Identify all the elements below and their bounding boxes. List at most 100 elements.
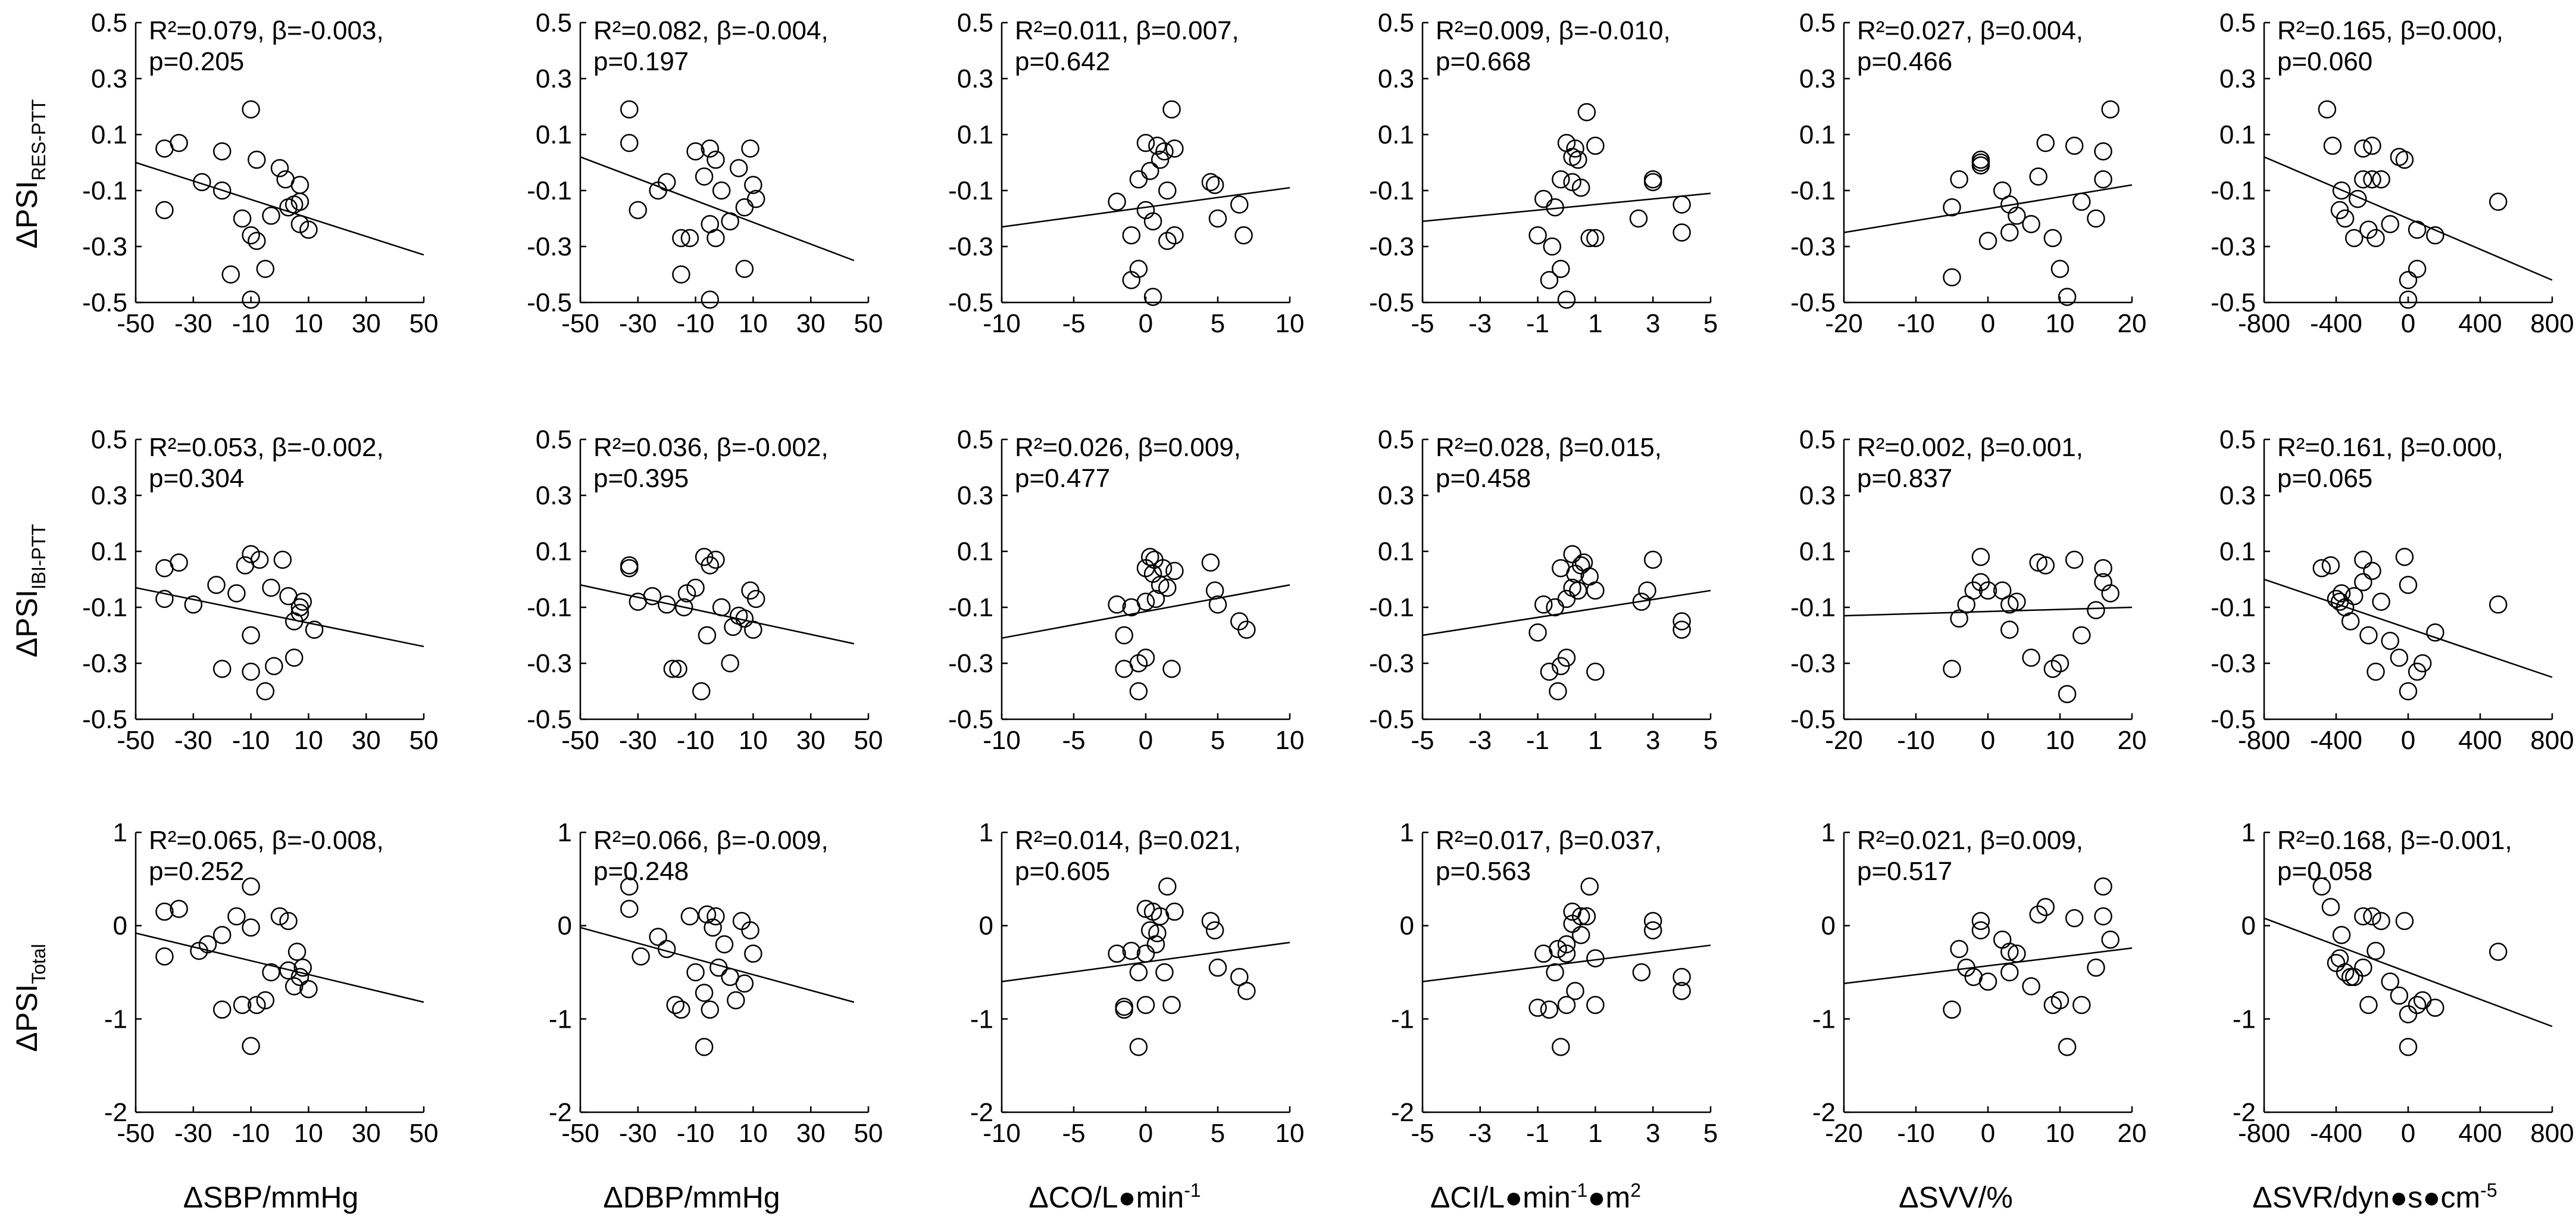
panel-r3-c2: -50 -30 -10 10 30 50-2-101 R²=0.066, β=-0.009,… xyxy=(549,818,883,1148)
x-tick-label: 3 xyxy=(1646,726,1660,755)
scatter-point xyxy=(170,900,188,918)
x-tick-label: 10 xyxy=(2046,309,2075,338)
scatter-point xyxy=(2354,907,2372,926)
stat-annotation-line2: p=0.058 xyxy=(2277,857,2372,886)
scatter-point xyxy=(1146,589,1165,609)
scatter-point xyxy=(227,584,246,603)
x-tick-label: 50 xyxy=(854,309,883,338)
scatter-point xyxy=(1632,592,1651,611)
scatter-point xyxy=(632,947,650,966)
scatter-point xyxy=(1148,923,1167,943)
scatter-point xyxy=(1165,226,1184,245)
y-tick-label: 0 xyxy=(113,912,127,941)
y-tick-label: 0.1 xyxy=(957,120,993,149)
scatter-point xyxy=(2050,260,2069,278)
x-tick-label: 30 xyxy=(796,726,826,755)
x-tick-label: 50 xyxy=(409,726,439,755)
scatter-point xyxy=(1136,900,1155,918)
scatter-point xyxy=(1557,291,1576,309)
scatter-point xyxy=(620,100,639,118)
scatter-point xyxy=(1208,209,1227,228)
x-tick-label: 10 xyxy=(294,309,323,338)
scatter-point xyxy=(1672,620,1691,639)
scatter-point xyxy=(686,963,705,982)
scatter-point xyxy=(2327,954,2346,972)
scatter-point xyxy=(735,198,754,217)
scatter-point xyxy=(1136,648,1155,667)
scatter-point xyxy=(674,598,693,617)
scatter-point xyxy=(746,589,765,609)
panel-r1-c6: -800 -400 0 400 800 -0.5 -0.3 -0.1 0.1 0.3 0.5 R²=0… xyxy=(2211,8,2574,338)
y-tick-label: -0.5 xyxy=(1369,705,1414,734)
scatter-point xyxy=(2323,136,2342,155)
y-tick-label: -0.1 xyxy=(1369,176,1414,205)
stat-annotation-line2: p=0.477 xyxy=(1015,464,1110,493)
x-tick-label: 10 xyxy=(2046,726,2075,755)
scatter-point xyxy=(2058,288,2077,306)
scatter-point xyxy=(270,159,289,177)
y-tick-label: 0.1 xyxy=(536,537,572,566)
scatter-point xyxy=(1971,912,1990,931)
scatter-point xyxy=(2327,589,2346,609)
y-tick-label: 0.1 xyxy=(2219,120,2256,149)
x-tick-label: 10 xyxy=(294,726,323,755)
y-tick-label: 0.1 xyxy=(1799,120,1836,149)
scatter-point xyxy=(170,133,188,152)
y-tick-label: -1 xyxy=(1812,1004,1836,1034)
scatter-point xyxy=(2426,999,2444,1017)
scatter-point xyxy=(2413,654,2432,673)
y-tick-label: -0.1 xyxy=(948,176,993,205)
scatter-point xyxy=(1534,595,1553,614)
panel-r1-c3: -10 -5 0 5 10 -0.5 -0.3 -0.1 0.1 0.3 0.5 R²=0.011, … xyxy=(948,8,1304,338)
scatter-point xyxy=(732,912,751,931)
scatter-point xyxy=(1201,912,1220,931)
scatter-point xyxy=(2000,943,2019,961)
scatter-point xyxy=(680,229,699,248)
scatter-point xyxy=(1122,226,1141,245)
scatter-point xyxy=(704,918,722,937)
scatter-point xyxy=(1571,179,1590,197)
scatter-point xyxy=(695,984,714,1002)
panel-r2-c5: -20 -10 0 10 20 -0.5 -0.3 -0.1 0.1 0.3 0.5 R²=0.002… xyxy=(1790,425,2146,755)
scatter-point xyxy=(709,958,728,977)
scatter-point xyxy=(1643,912,1662,931)
y-tick-label: 0.5 xyxy=(957,8,993,38)
scatter-point xyxy=(1528,226,1547,245)
x-tick-label: -800 xyxy=(2238,1119,2290,1148)
scatter-point xyxy=(212,142,232,161)
scatter-point xyxy=(242,291,260,309)
y-tick-label: 0.3 xyxy=(91,481,127,510)
scatter-point xyxy=(706,907,725,926)
x-tick-label: -5 xyxy=(1062,309,1085,338)
scatter-point xyxy=(1557,944,1576,963)
x-tick-label: -50 xyxy=(117,1119,155,1148)
regression-line xyxy=(1843,184,2133,233)
scatter-point xyxy=(1569,581,1587,600)
y-tick-label: 0 xyxy=(1821,912,1836,941)
scatter-point xyxy=(1971,921,1990,940)
x-tick-label: 10 xyxy=(1276,309,1305,338)
x-tick-label: -30 xyxy=(174,726,212,755)
stat-annotation-line1: R²=0.002, β=0.001, xyxy=(1857,433,2083,462)
scatter-point xyxy=(1115,626,1133,645)
scatter-point xyxy=(620,558,639,578)
y-tick-label: -0.1 xyxy=(82,176,127,205)
scatter-point xyxy=(701,556,720,575)
x-tick-label: 3 xyxy=(1646,1119,1660,1148)
y-tick-label: -0.3 xyxy=(2211,649,2256,678)
y-tick-label: -0.3 xyxy=(948,232,993,261)
y-tick-label: -0.5 xyxy=(2211,288,2256,317)
scatter-point xyxy=(2029,167,2047,186)
scatter-point xyxy=(1205,176,1224,194)
scatter-point xyxy=(1155,142,1174,161)
scatter-point xyxy=(2399,271,2418,289)
scatter-point xyxy=(2345,586,2364,606)
stat-annotation-line1: R²=0.168, β=-0.001, xyxy=(2277,826,2512,855)
x-tick-label: -5 xyxy=(1411,309,1434,338)
scatter-point xyxy=(1964,968,1983,987)
x-tick-label: 0 xyxy=(1139,1119,1153,1148)
stat-annotation-line2: p=0.252 xyxy=(149,857,244,886)
scatter-point xyxy=(1136,996,1155,1015)
panel-r3-c4: -5 -3 -1 1 3 5 -2 -1 0 1 R²=0.017, β=0.037,p=0.563 xyxy=(1391,818,1718,1148)
scatter-point xyxy=(233,996,252,1015)
